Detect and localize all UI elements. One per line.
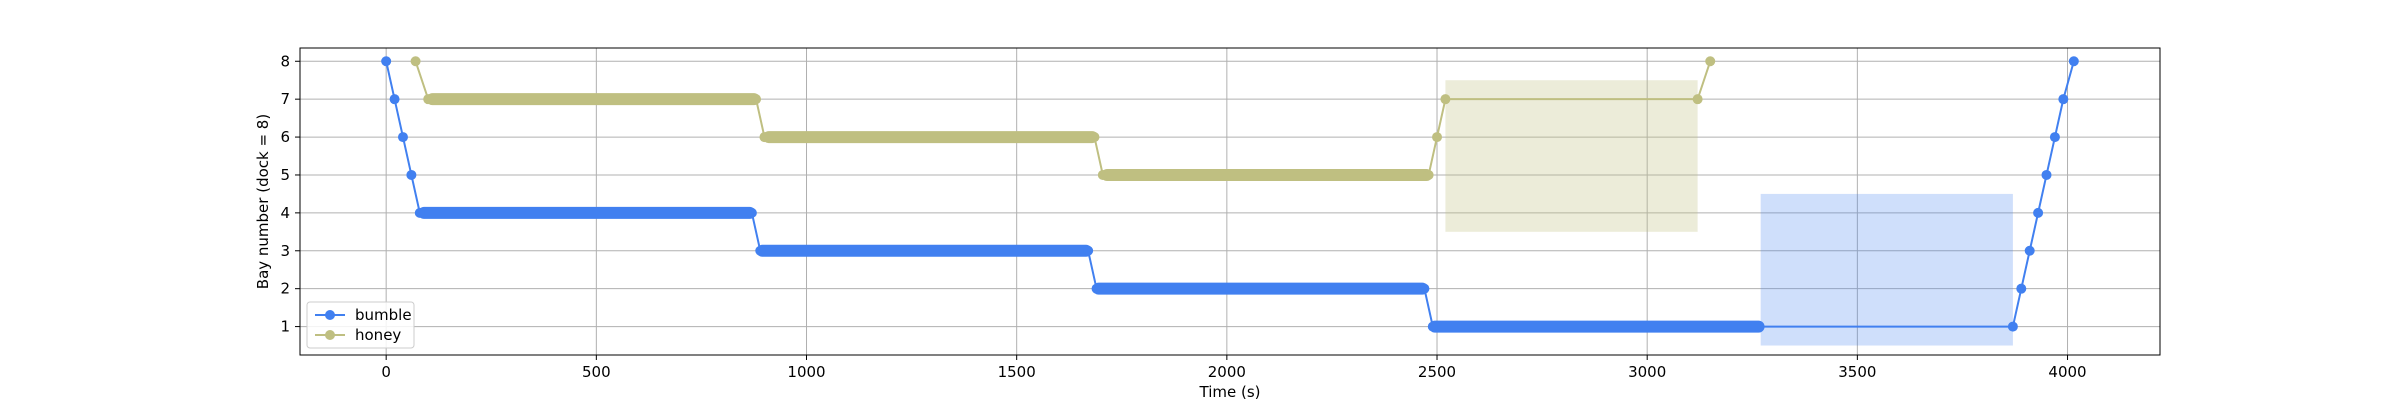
data-point-bumble (2007, 321, 2018, 332)
x-tick-label: 3000 (1628, 363, 1666, 381)
y-tick-label: 7 (280, 90, 290, 108)
x-tick-label: 3500 (1838, 363, 1876, 381)
data-point-bumble (1083, 245, 1094, 256)
x-axis-label: Time (s) (1199, 383, 1261, 400)
data-point-bumble (1419, 283, 1430, 294)
data-point-honey (410, 56, 421, 67)
data-point-bumble (2068, 56, 2079, 67)
data-point-honey (1692, 94, 1703, 105)
plot-frame (299, 47, 2161, 356)
data-point-bumble (381, 56, 392, 67)
data-point-honey (423, 94, 434, 105)
y-tick-label: 4 (280, 204, 290, 222)
data-point-bumble (2024, 245, 2035, 256)
x-tick-label: 0 (381, 363, 391, 381)
legend-label-bumble: bumble (355, 306, 412, 324)
data-point-bumble (1427, 321, 1438, 332)
data-point-honey (1097, 169, 1108, 180)
x-tick-label: 1000 (787, 363, 825, 381)
shaded-regions (1445, 80, 2013, 346)
shaded-region (1760, 193, 2013, 346)
legend-marker-bumble (325, 310, 335, 320)
data-point-bumble (397, 132, 408, 143)
y-tick-label: 2 (280, 280, 290, 298)
data-point-bumble (755, 245, 766, 256)
y-axis-label: Bay number (dock = 8) (254, 114, 272, 289)
y-tick-label: 5 (280, 166, 290, 184)
shaded-region (1445, 80, 1698, 232)
legend-label-honey: honey (355, 326, 401, 344)
y-tick-label: 8 (280, 52, 290, 70)
data-point-bumble (2016, 283, 2027, 294)
data-point-bumble (1091, 283, 1102, 294)
legend: bumble honey (306, 301, 415, 349)
data-point-bumble (2058, 94, 2069, 105)
data-point-bumble (2033, 207, 2044, 218)
legend-marker-honey (325, 330, 335, 340)
x-tick-label: 500 (582, 363, 611, 381)
series (381, 56, 2079, 333)
x-tick-label: 4000 (2048, 363, 2086, 381)
y-tick-label: 3 (280, 242, 290, 260)
ticks: 0 500 1000 1500 2000 2500 3000 3500 4000 1 2 3 4 5 6 7 8 (280, 52, 2086, 381)
data-point-honey (1089, 132, 1100, 143)
data-point-honey (759, 132, 770, 143)
x-tick-label: 2000 (1208, 363, 1246, 381)
data-point-bumble (389, 94, 400, 105)
y-tick-label: 1 (280, 318, 290, 336)
data-point-bumble (2041, 169, 2052, 180)
x-tick-label: 2500 (1418, 363, 1456, 381)
y-tick-label: 6 (280, 128, 290, 146)
data-point-honey (1705, 56, 1716, 67)
x-tick-label: 1500 (998, 363, 1036, 381)
data-point-honey (1423, 169, 1434, 180)
series-honey (410, 56, 1716, 181)
data-point-honey (1432, 132, 1443, 143)
data-point-bumble (746, 207, 757, 218)
data-point-bumble (414, 207, 425, 218)
data-point-honey (1440, 94, 1451, 105)
data-point-bumble (2049, 132, 2060, 143)
data-point-honey (751, 94, 762, 105)
series-bumble (381, 56, 2079, 333)
data-point-bumble (406, 169, 417, 180)
